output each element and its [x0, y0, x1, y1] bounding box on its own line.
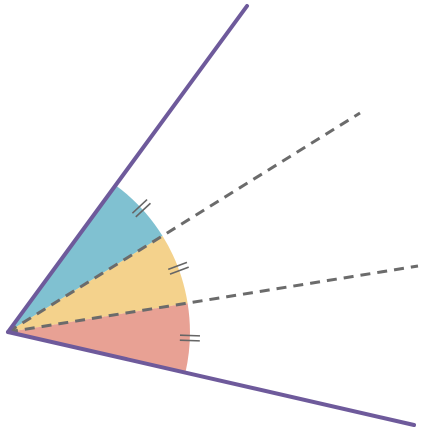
- sector-top: [8, 185, 163, 332]
- sector-middle: [8, 235, 188, 332]
- angle-side: [6, 330, 416, 427]
- tick-mark: [179, 334, 201, 337]
- tick-mark: [131, 199, 148, 214]
- tick-mark: [135, 202, 152, 218]
- tick-mark: [179, 339, 200, 342]
- dashed-ray: [7, 264, 419, 334]
- dashed-ray: [7, 111, 361, 334]
- tick-mark: [167, 261, 188, 271]
- sector-bottom: [8, 303, 190, 373]
- angle-side: [6, 4, 249, 334]
- tick-mark: [169, 266, 189, 275]
- congruence-marks: [131, 199, 201, 342]
